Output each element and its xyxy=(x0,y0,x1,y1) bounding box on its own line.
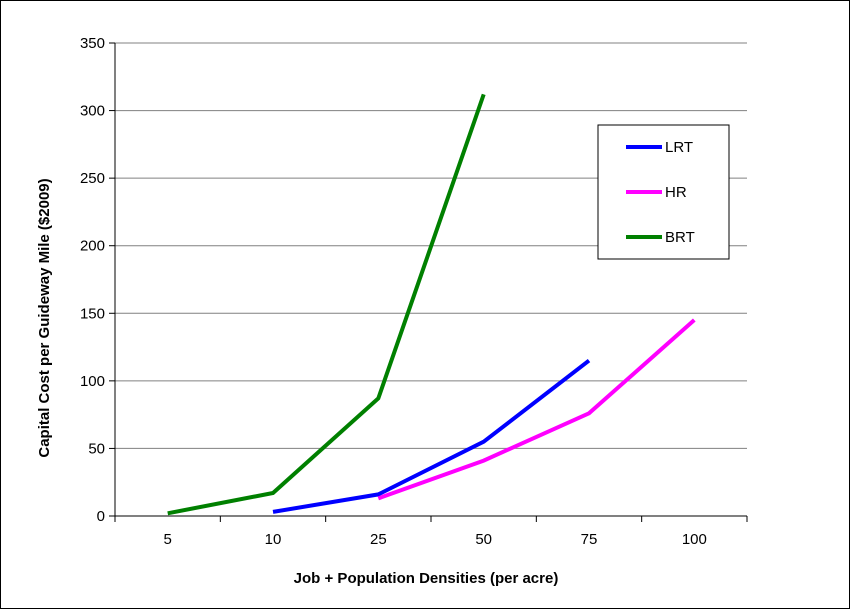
legend: LRT HR BRT xyxy=(597,124,730,260)
y-tick-label: 350 xyxy=(80,35,105,52)
legend-label-brt: BRT xyxy=(665,229,695,246)
y-tick-labels: 0 50 100 150 200 250 300 350 xyxy=(80,35,105,525)
x-tick-label: 25 xyxy=(370,531,387,548)
y-tick-label: 250 xyxy=(80,170,105,187)
legend-label-hr: HR xyxy=(665,184,687,201)
series-line-brt xyxy=(167,93,486,516)
series-lines xyxy=(167,93,696,516)
plot-background xyxy=(115,43,747,516)
y-tick-label: 100 xyxy=(80,373,105,390)
y-tick-label: 300 xyxy=(80,103,105,120)
x-tick-label: 10 xyxy=(265,531,282,548)
x-axis-title: Job + Population Densities (per acre) xyxy=(294,570,559,587)
y-tick-label: 50 xyxy=(88,440,105,457)
x-tick-label: 50 xyxy=(475,531,492,548)
axes xyxy=(109,42,748,522)
y-axis-title: Capital Cost per Guideway Mile ($2009) xyxy=(36,178,53,457)
x-tick-labels: 5 10 25 50 75 100 xyxy=(163,531,706,548)
series-line-hr xyxy=(377,318,696,501)
x-tick-label: 5 xyxy=(163,531,171,548)
gridlines xyxy=(115,42,747,449)
x-tick-label: 100 xyxy=(682,531,707,548)
legend-box xyxy=(597,124,730,260)
y-tick-label: 200 xyxy=(80,238,105,255)
legend-label-lrt: LRT xyxy=(665,139,693,156)
y-tick-label: 0 xyxy=(97,508,105,525)
plot-area xyxy=(115,43,747,516)
y-tick-label: 150 xyxy=(80,305,105,322)
x-tick-label: 75 xyxy=(581,531,598,548)
series-line-lrt xyxy=(272,359,591,514)
